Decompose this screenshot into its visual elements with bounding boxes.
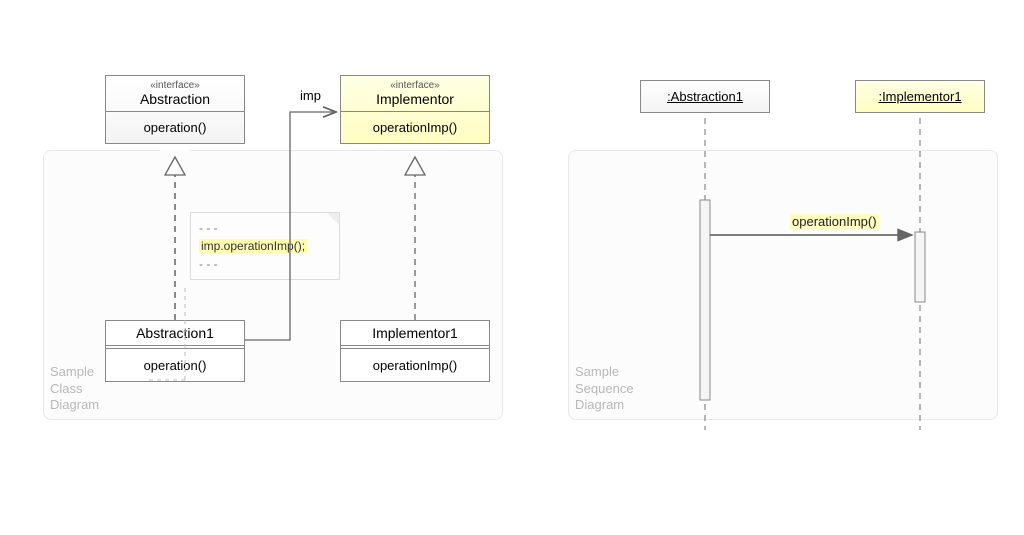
message-label: operationImp() — [790, 214, 879, 229]
note-ellipsis: - - - — [199, 255, 331, 273]
lifeline-abstraction1: :Abstraction1 — [640, 80, 770, 113]
stereotype: «interface» — [351, 80, 479, 91]
class-abstraction-interface: «interface» Abstraction operation() — [105, 75, 245, 144]
lifeline-label: :Abstraction1 — [667, 89, 743, 104]
class-header: «interface» Abstraction — [106, 76, 244, 112]
class-implementor1: Implementor1 operationImp() — [340, 320, 490, 382]
class-title: Abstraction — [116, 91, 234, 107]
class-title: Abstraction1 — [116, 325, 234, 341]
region-label-line: Sample — [50, 364, 99, 380]
region-label-line: Diagram — [575, 397, 634, 413]
lifeline-label: :Implementor1 — [878, 89, 961, 104]
class-implementor-interface: «interface» Implementor operationImp() — [340, 75, 490, 144]
association-label: imp — [300, 88, 321, 103]
class-operation: operation() — [106, 346, 244, 381]
class-title: Implementor1 — [351, 325, 479, 341]
sequence-diagram-label: Sample Sequence Diagram — [575, 364, 634, 413]
note-ellipsis: - - - — [199, 219, 331, 237]
class-operation: operationImp() — [341, 346, 489, 381]
note-code: imp.operationImp(); — [199, 239, 307, 253]
region-label-line: Sample — [575, 364, 634, 380]
lifeline-implementor1: :Implementor1 — [855, 80, 985, 113]
region-label-line: Class — [50, 381, 99, 397]
class-title: Implementor — [351, 91, 479, 107]
class-operation: operation() — [106, 112, 244, 143]
stereotype: «interface» — [116, 80, 234, 91]
class-abstraction1: Abstraction1 operation() — [105, 320, 245, 382]
region-label-line: Sequence — [575, 381, 634, 397]
region-label-line: Diagram — [50, 397, 99, 413]
class-operation: operationImp() — [341, 112, 489, 143]
class-header: Implementor1 — [341, 321, 489, 346]
class-diagram-label: Sample Class Diagram — [50, 364, 99, 413]
note-fold-icon — [327, 213, 339, 225]
class-header: «interface» Implementor — [341, 76, 489, 112]
code-note: - - - imp.operationImp(); - - - — [190, 212, 340, 280]
sequence-diagram-region: Sample Sequence Diagram — [568, 150, 998, 420]
class-header: Abstraction1 — [106, 321, 244, 346]
